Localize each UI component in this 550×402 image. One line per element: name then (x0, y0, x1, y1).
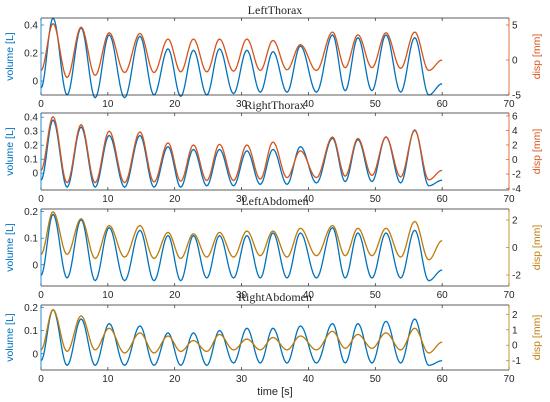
y-left-tick-label: 0 (32, 349, 38, 360)
y-right-tick-label: 0 (512, 155, 518, 166)
y-right-tick-label: 0 (512, 341, 518, 352)
x-tick-label: 50 (370, 99, 382, 110)
subplot-title: RightThorax (244, 98, 305, 112)
subplot-title: RightAbdomen (238, 290, 312, 304)
y-left-axis-label: volume [L] (4, 127, 16, 176)
series-line-right (40, 115, 443, 184)
y-right-tick-label: 0 (512, 243, 518, 254)
y-right-tick-label: 2 (512, 310, 518, 321)
subplot-title: LeftAbdomen (241, 194, 308, 208)
y-left-tick-label: 0.1 (24, 155, 38, 166)
series-line-right (40, 22, 443, 79)
y-left-tick-label: 0.2 (24, 303, 38, 314)
x-tick-label: 20 (169, 290, 181, 301)
y-left-tick-label: 0.1 (24, 326, 38, 337)
y-right-tick-label: -2 (512, 170, 521, 181)
x-tick-label: 20 (169, 374, 181, 385)
x-tick-label: 10 (102, 290, 114, 301)
x-tick-label: 50 (370, 194, 382, 205)
y-right-axis-label: disp [mm] (531, 315, 543, 361)
y-left-tick-label: 0.2 (24, 207, 38, 218)
x-tick-label: 60 (437, 194, 449, 205)
x-tick-label: 40 (303, 290, 315, 301)
x-tick-label: 50 (370, 374, 382, 385)
y-right-tick-label: 0 (512, 56, 518, 67)
y-left-axis-label: volume [L] (4, 32, 16, 81)
y-left-tick-label: 0 (32, 260, 38, 271)
y-right-tick-label: 6 (512, 111, 518, 122)
x-tick-label: 70 (503, 374, 515, 385)
series-line-right (40, 211, 443, 261)
y-left-tick-label: 0.4 (24, 113, 38, 124)
x-tick-label: 30 (236, 194, 248, 205)
x-tick-label: 60 (437, 374, 449, 385)
y-right-axis-label: disp [mm] (531, 129, 543, 175)
x-tick-label: 60 (437, 290, 449, 301)
y-left-tick-label: 0.3 (24, 127, 38, 138)
y-left-tick-label: 0.2 (24, 141, 38, 152)
y-left-axis-label: volume [L] (4, 223, 16, 272)
y-left-tick-label: 0 (32, 169, 38, 180)
y-right-tick-label: 2 (512, 140, 518, 151)
y-right-tick-label: -4 (512, 184, 521, 195)
y-left-tick-label: 0.1 (24, 234, 38, 245)
x-tick-label: 40 (303, 194, 315, 205)
series-line-left (40, 119, 443, 188)
y-left-axis-label: volume [L] (4, 313, 16, 362)
y-right-tick-label: 1 (512, 325, 518, 336)
x-tick-label: 20 (169, 194, 181, 205)
y-right-tick-label: 4 (512, 126, 518, 137)
y-left-tick-label: 0.2 (24, 49, 38, 60)
x-tick-label: 70 (503, 99, 515, 110)
y-right-tick-label: -2 (512, 271, 521, 282)
subplot-3: LeftAbdomen 0 10 20 30 40 50 60 70 0 0.1 0.2 -2 0 2 vol… (4, 194, 543, 301)
y-left-tick-label: 0.4 (24, 21, 38, 32)
x-tick-label: 30 (236, 290, 248, 301)
x-axis-label: time [s] (257, 386, 292, 398)
x-tick-label: 70 (503, 194, 515, 205)
x-tick-label: 40 (303, 374, 315, 385)
x-tick-label: 40 (303, 99, 315, 110)
subplot-title: LeftThorax (248, 3, 303, 17)
series-line-left (40, 308, 443, 367)
x-tick-label: 50 (370, 290, 382, 301)
x-tick-label: 30 (236, 99, 248, 110)
x-tick-label: 0 (38, 374, 44, 385)
x-tick-label: 10 (102, 99, 114, 110)
y-right-axis-label: disp [mm] (531, 225, 543, 271)
x-tick-label: 60 (437, 99, 449, 110)
x-tick-label: 20 (169, 99, 181, 110)
y-left-tick-label: 0 (32, 77, 38, 88)
x-tick-label: 0 (38, 290, 44, 301)
subplot-1: LeftThorax 0 10 20 30 40 50 60 70 0 0.2 0.4 -5 0 5 volu… (4, 3, 543, 110)
y-right-axis-label: disp [mm] (531, 34, 543, 80)
x-tick-label: 30 (236, 374, 248, 385)
series-line-left (40, 17, 443, 99)
x-tick-label: 10 (102, 194, 114, 205)
series-line-right (40, 308, 443, 354)
x-tick-label: 70 (503, 290, 515, 301)
y-right-tick-label: -5 (512, 91, 521, 102)
x-tick-label: 0 (38, 99, 44, 110)
y-right-tick-label: -1 (512, 356, 521, 367)
x-tick-label: 10 (102, 374, 114, 385)
y-right-tick-label: 2 (512, 216, 518, 227)
subplot-4: RightAbdomen 0 10 20 30 40 50 60 70 0 0.1 0.2 -1 0 1 2 v… (4, 290, 543, 398)
x-tick-label: 0 (38, 194, 44, 205)
y-right-tick-label: 5 (512, 21, 518, 32)
series-line-left (40, 213, 443, 282)
